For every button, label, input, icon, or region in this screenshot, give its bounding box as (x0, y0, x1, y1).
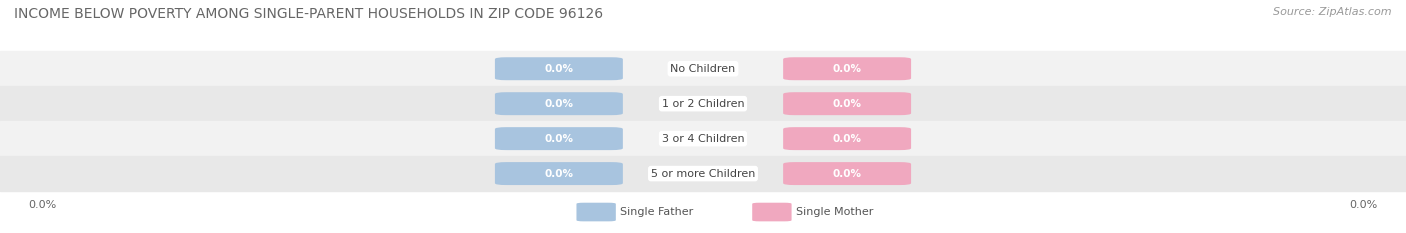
Text: 0.0%: 0.0% (832, 134, 862, 144)
FancyBboxPatch shape (783, 162, 911, 185)
Bar (0, 51, 1406, 86)
FancyBboxPatch shape (495, 127, 623, 150)
FancyBboxPatch shape (783, 92, 911, 115)
FancyBboxPatch shape (576, 203, 616, 221)
Text: 5 or more Children: 5 or more Children (651, 169, 755, 178)
Text: 1 or 2 Children: 1 or 2 Children (662, 99, 744, 109)
Bar (0, 86, 1406, 121)
FancyBboxPatch shape (495, 162, 623, 185)
Text: Source: ZipAtlas.com: Source: ZipAtlas.com (1274, 7, 1392, 17)
FancyBboxPatch shape (495, 57, 623, 80)
Text: 0.0%: 0.0% (544, 169, 574, 178)
Text: 0.0%: 0.0% (832, 99, 862, 109)
Text: INCOME BELOW POVERTY AMONG SINGLE-PARENT HOUSEHOLDS IN ZIP CODE 96126: INCOME BELOW POVERTY AMONG SINGLE-PARENT… (14, 7, 603, 21)
Text: Single Father: Single Father (620, 207, 693, 217)
FancyBboxPatch shape (783, 127, 911, 150)
Text: No Children: No Children (671, 64, 735, 74)
Text: 0.0%: 0.0% (544, 99, 574, 109)
Text: Single Mother: Single Mother (796, 207, 873, 217)
Text: 0.0%: 0.0% (1350, 200, 1378, 210)
Text: 0.0%: 0.0% (28, 200, 56, 210)
FancyBboxPatch shape (783, 57, 911, 80)
Bar (0, 156, 1406, 191)
Text: 3 or 4 Children: 3 or 4 Children (662, 134, 744, 144)
Bar (0, 121, 1406, 156)
FancyBboxPatch shape (752, 203, 792, 221)
Text: 0.0%: 0.0% (832, 169, 862, 178)
FancyBboxPatch shape (495, 92, 623, 115)
Text: 0.0%: 0.0% (544, 134, 574, 144)
Text: 0.0%: 0.0% (832, 64, 862, 74)
Text: 0.0%: 0.0% (544, 64, 574, 74)
